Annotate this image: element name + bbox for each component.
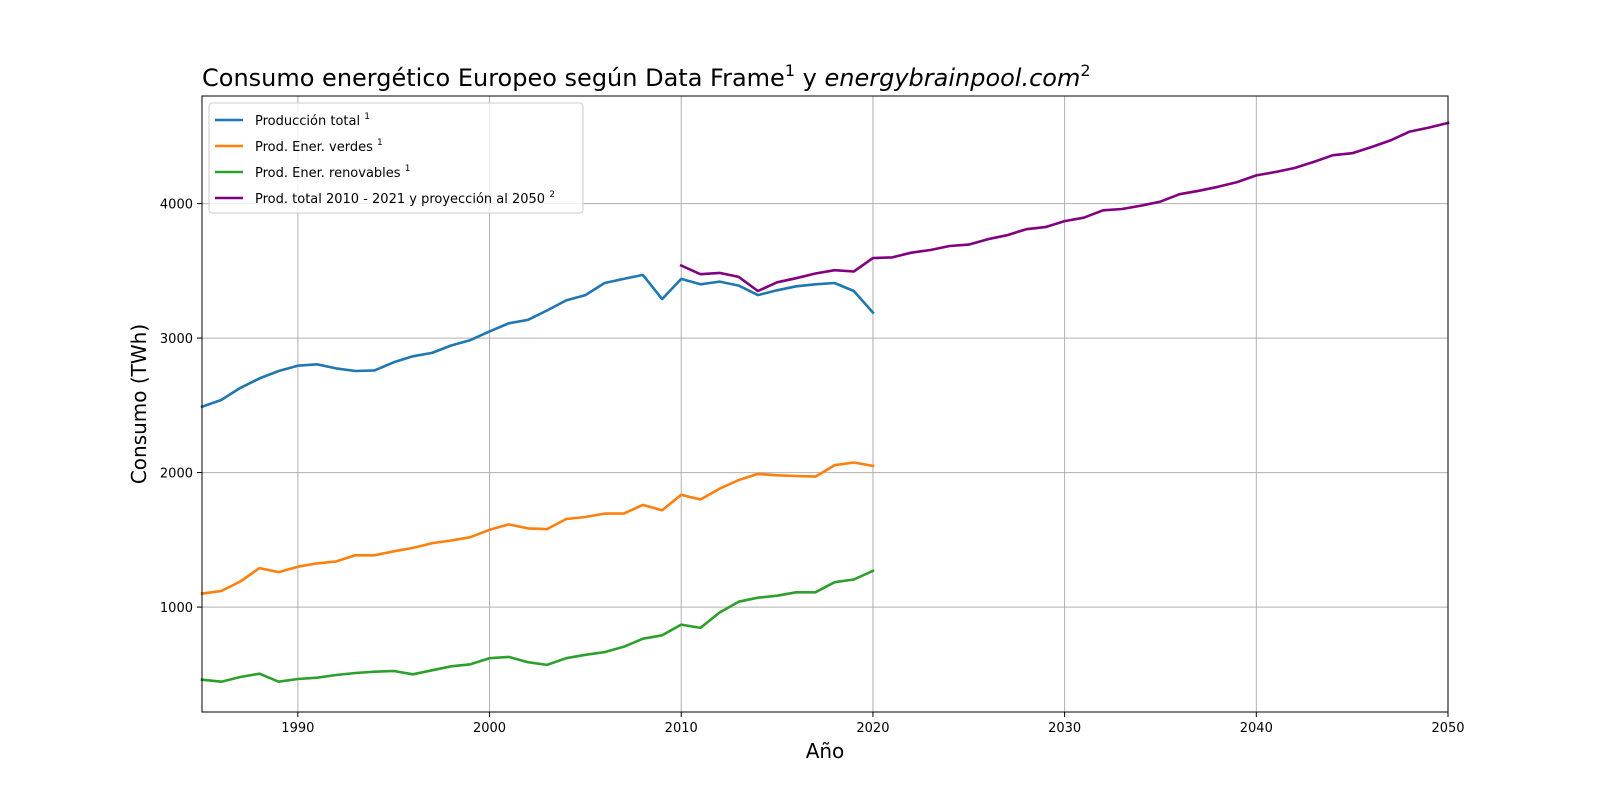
chart-title: Consumo energético Europeo según Data Fr… <box>202 61 1091 92</box>
x-tick-label: 2020 <box>856 721 889 736</box>
series-line-2 <box>200 461 875 596</box>
legend: Producción total 1 Prod. Ener. verdes 1 Pr… <box>208 102 584 214</box>
x-tick-label: 2000 <box>473 721 506 736</box>
legend-label: Prod. Ener. verdes 1 <box>255 138 383 155</box>
legend-label: Prod. Ener. renovables 1 <box>255 164 410 181</box>
x-tick-label: 2050 <box>1431 721 1464 736</box>
series-line-4 <box>679 121 1450 293</box>
x-tick-label: 2010 <box>665 721 698 736</box>
series-line-3 <box>200 569 875 684</box>
series-line-1 <box>200 273 875 409</box>
y-axis-label: Consumo (TWh) <box>127 324 151 484</box>
x-tick-label: 1990 <box>281 721 314 736</box>
y-tick-label: 1000 <box>160 601 193 616</box>
x-tick-label: 2040 <box>1240 721 1273 736</box>
plot-frame <box>201 95 1449 713</box>
y-tick-label: 3000 <box>160 332 193 347</box>
axis-ticks: 1990 2000 2010 2020 2030 2040 2050 1000 2000 3000… <box>160 198 1465 736</box>
x-tick-label: 2030 <box>1048 721 1081 736</box>
x-axis-label: Año <box>806 739 845 763</box>
legend-box <box>208 102 584 214</box>
series-group <box>200 121 1450 684</box>
y-tick-label: 2000 <box>160 467 193 482</box>
legend-label: Producción total 1 <box>255 112 370 129</box>
legend-label: Prod. total 2010 - 2021 y proyección al … <box>255 190 555 207</box>
y-tick-label: 4000 <box>160 198 193 213</box>
